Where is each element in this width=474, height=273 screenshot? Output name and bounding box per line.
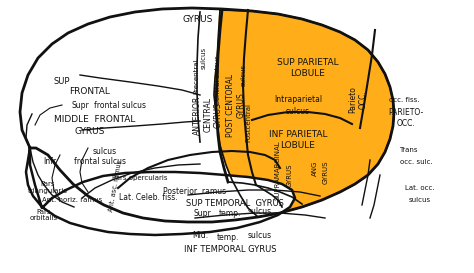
Text: Parieto
OCC.: Parieto OCC. bbox=[348, 87, 368, 114]
Text: sulcus: sulcus bbox=[241, 64, 247, 86]
Text: POST CENTORAL
GYRUS: POST CENTORAL GYRUS bbox=[226, 73, 246, 136]
Text: Trans: Trans bbox=[399, 147, 417, 153]
Text: sulcus: sulcus bbox=[409, 197, 431, 203]
Text: Supr: Supr bbox=[71, 102, 89, 111]
Text: GYRUS: GYRUS bbox=[323, 160, 329, 184]
Text: FRONTAL: FRONTAL bbox=[70, 88, 110, 96]
Polygon shape bbox=[26, 148, 295, 235]
Text: Ant. asc. ramus: Ant. asc. ramus bbox=[109, 160, 124, 212]
Text: temp.: temp. bbox=[219, 209, 241, 218]
Text: Intraparietal: Intraparietal bbox=[274, 96, 322, 105]
Text: Pars
triangularis: Pars triangularis bbox=[28, 182, 68, 194]
Text: SUP: SUP bbox=[54, 78, 70, 87]
Text: sulcus: sulcus bbox=[93, 147, 117, 156]
Text: occ. sulc.: occ. sulc. bbox=[400, 159, 432, 165]
Text: sulcus: sulcus bbox=[286, 108, 310, 117]
Text: ANTERIOR
CENTRAL
GYRUS: ANTERIOR CENTRAL GYRUS bbox=[193, 95, 223, 135]
Text: Lat. Celeb. fiss.: Lat. Celeb. fiss. bbox=[118, 194, 177, 203]
Text: sulcus: sulcus bbox=[248, 207, 272, 216]
Text: Precentral: Precentral bbox=[193, 58, 199, 94]
Text: sulcus: sulcus bbox=[201, 47, 207, 69]
Text: Central sulcus: Central sulcus bbox=[215, 55, 221, 105]
Text: Posterior  ramus: Posterior ramus bbox=[164, 188, 227, 197]
Text: INF PARIETAL
LOBULE: INF PARIETAL LOBULE bbox=[269, 130, 327, 150]
Text: frontal sulcus: frontal sulcus bbox=[74, 158, 126, 167]
Text: SUP PARIETAL
LOBULE: SUP PARIETAL LOBULE bbox=[277, 58, 339, 78]
Text: GYRUS: GYRUS bbox=[75, 127, 105, 136]
Text: SUPRAMARGINAL: SUPRAMARGINAL bbox=[275, 140, 281, 200]
Text: Postcentral: Postcentral bbox=[245, 102, 251, 141]
Text: Ant. horiz. ramus: Ant. horiz. ramus bbox=[42, 197, 102, 203]
Text: Supr: Supr bbox=[193, 209, 211, 218]
Text: PARIETO-
OCC.: PARIETO- OCC. bbox=[388, 108, 424, 128]
Text: sulcus: sulcus bbox=[248, 232, 272, 241]
Text: temp.: temp. bbox=[217, 233, 239, 242]
Text: Lat. occ.: Lat. occ. bbox=[405, 185, 435, 191]
Text: GYRUS: GYRUS bbox=[287, 163, 293, 187]
Text: INF TEMPORAL GYRUS: INF TEMPORAL GYRUS bbox=[184, 245, 276, 254]
Text: SUP TEMPORAL  GYRUS: SUP TEMPORAL GYRUS bbox=[186, 200, 284, 209]
Text: Mid.: Mid. bbox=[192, 230, 208, 239]
Text: Infr: Infr bbox=[44, 158, 56, 167]
Text: ANG: ANG bbox=[312, 160, 318, 176]
Text: MIDDLE  FRONTAL: MIDDLE FRONTAL bbox=[55, 115, 136, 124]
Polygon shape bbox=[20, 8, 394, 222]
Text: Pars opercularis: Pars opercularis bbox=[112, 175, 168, 181]
Text: frontal sulcus: frontal sulcus bbox=[94, 102, 146, 111]
Text: GYRUS: GYRUS bbox=[183, 16, 213, 25]
Text: occ. fiss.: occ. fiss. bbox=[389, 97, 419, 103]
Text: Pars
orbitalis: Pars orbitalis bbox=[30, 209, 58, 221]
Polygon shape bbox=[214, 10, 394, 217]
